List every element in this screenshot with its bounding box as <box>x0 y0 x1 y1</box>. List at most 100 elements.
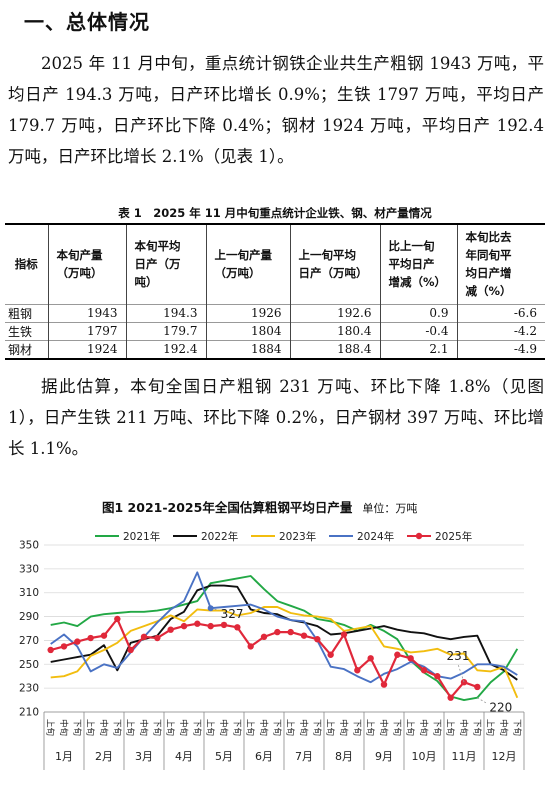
x-tick-label: 中旬 <box>298 719 309 736</box>
chart-title: 图1 2021-2025年全国估算粗钢平均日产量 单位：万吨 <box>102 497 417 516</box>
x-tick-label: 中旬 <box>418 719 429 736</box>
x-month-label: 4月 <box>175 750 193 763</box>
series-marker-2025 <box>420 667 428 674</box>
chart-unit: 单位：万吨 <box>362 502 418 515</box>
series-marker-2025 <box>74 638 81 645</box>
x-month-label: 11月 <box>452 750 477 763</box>
x-month-label: 3月 <box>135 750 153 763</box>
series-marker-2025 <box>247 643 254 650</box>
x-tick-label: 中旬 <box>98 719 109 736</box>
x-tick-label: 下旬 <box>471 719 482 736</box>
table-cell: 179.7 <box>125 321 206 340</box>
y-tick-label: 270 <box>19 635 39 647</box>
x-month-label: 1月 <box>55 750 73 763</box>
table-header-row: 指标 本旬产量 （万吨） 本旬平均 日产（万 吨） 上一旬产量 （万吨） 上一旬… <box>5 223 545 304</box>
header-cell-output: 本旬产量 （万吨） <box>47 223 126 304</box>
table-cell: 1926 <box>205 303 290 322</box>
table-cell: 生铁 <box>5 321 48 340</box>
y-tick-label: 290 <box>19 611 39 623</box>
header-cell-prev-daily: 上一旬平均 日产（万吨） <box>289 223 380 304</box>
x-tick-label: 上旬 <box>285 719 296 736</box>
series-marker-2025 <box>87 634 94 642</box>
section-heading: 一、总体情况 <box>24 10 150 34</box>
legend-marker <box>415 532 423 540</box>
x-tick-label: 上旬 <box>85 719 96 736</box>
series-marker-2025 <box>300 632 308 639</box>
table-row: 生铁 1797 179.7 1804 180.4 -0.4 -4.2 <box>5 321 545 340</box>
series-marker-2025 <box>434 673 441 680</box>
x-month-label: 12月 <box>492 750 517 763</box>
x-month-label: 9月 <box>375 750 393 763</box>
x-month-label: 10月 <box>412 750 437 763</box>
series-marker-2025 <box>47 646 54 654</box>
series-marker-2025 <box>60 643 68 650</box>
header-cell-daily-output: 本旬平均 日产（万 吨） <box>125 223 206 304</box>
x-tick-label: 上旬 <box>405 719 416 736</box>
x-tick-label: 中旬 <box>58 719 69 736</box>
x-tick-label: 上旬 <box>445 719 456 736</box>
annotation-label: 327 <box>221 607 244 621</box>
series-marker-2025 <box>474 683 481 691</box>
chart-title-text: 图1 2021-2025年全国估算粗钢平均日产量 <box>102 500 353 515</box>
table-cell: 1884 <box>205 339 290 360</box>
x-tick-label: 上旬 <box>45 719 56 736</box>
table-caption: 表 1 2025 年 11 月中旬重点统计企业铁、钢、材产量情况 <box>118 206 432 220</box>
series-marker-2025 <box>260 633 268 641</box>
series-marker-2025 <box>220 621 228 629</box>
y-tick-label: 310 <box>19 587 39 599</box>
y-tick-label: 250 <box>19 659 39 671</box>
x-tick-label: 中旬 <box>218 719 229 736</box>
x-month-label: 7月 <box>295 750 313 763</box>
table-cell: 180.4 <box>289 321 380 340</box>
table-row: 粗钢 1943 194.3 1926 192.6 0.9 -6.6 <box>5 303 545 322</box>
summary-paragraph: 2025 年 11 月中旬，重点统计钢铁企业共生产粗钢 1943 万吨，平均日产… <box>8 54 544 166</box>
series-marker-2025 <box>234 624 241 631</box>
table-cell: 188.4 <box>289 339 380 360</box>
table-cell: 2.1 <box>379 339 457 360</box>
y-tick-label: 330 <box>19 563 39 575</box>
x-tick-label: 下旬 <box>151 719 162 736</box>
x-tick-label: 中旬 <box>378 719 389 736</box>
series-marker-2025 <box>154 634 161 642</box>
x-tick-label: 下旬 <box>71 719 82 736</box>
series-marker-2025 <box>407 655 414 662</box>
x-tick-label: 下旬 <box>431 719 442 736</box>
table-cell: 1804 <box>205 321 290 340</box>
x-tick-label: 上旬 <box>165 719 176 736</box>
table-cell: -0.4 <box>379 321 457 340</box>
x-tick-label: 下旬 <box>391 719 402 736</box>
legend-label: 2022年 <box>201 530 238 543</box>
legend-label: 2023年 <box>279 530 316 543</box>
table-cell: 粗钢 <box>5 303 48 322</box>
table-row: 钢材 1924 192.4 1884 188.4 2.1 -4.9 <box>5 339 545 360</box>
series-marker-2025 <box>100 632 108 639</box>
x-month-label: 2月 <box>95 750 113 763</box>
annotation-marker <box>207 605 214 612</box>
x-tick-label: 中旬 <box>458 719 469 736</box>
series-marker-2025 <box>394 651 401 658</box>
series-marker-2025 <box>447 694 454 701</box>
series-marker-2025 <box>274 628 281 636</box>
x-tick-label: 中旬 <box>498 719 509 736</box>
annotation-leader <box>477 697 488 705</box>
x-tick-label: 上旬 <box>325 719 336 736</box>
x-tick-label: 上旬 <box>365 719 376 736</box>
x-tick-label: 中旬 <box>258 719 269 736</box>
annotation-label: 231 <box>447 649 470 663</box>
table-cell: 192.4 <box>125 339 206 360</box>
series-line-2023 <box>50 606 519 699</box>
production-table: 指标 本旬产量 （万吨） 本旬平均 日产（万 吨） 上一旬产量 （万吨） 上一旬… <box>5 223 545 360</box>
x-month-label: 5月 <box>215 750 233 763</box>
x-tick-label: 下旬 <box>191 719 202 736</box>
legend-label: 2025年 <box>435 530 472 543</box>
x-tick-label: 上旬 <box>485 719 496 736</box>
series-marker-2025 <box>354 667 361 674</box>
annotation-label: 220 <box>489 701 512 715</box>
table-cell: 0.9 <box>379 303 457 322</box>
table-cell: 1924 <box>47 339 126 360</box>
series-marker-2025 <box>340 631 348 638</box>
y-tick-label: 210 <box>19 707 39 719</box>
series-marker-2025 <box>207 622 214 630</box>
table-cell: 钢材 <box>5 339 48 360</box>
